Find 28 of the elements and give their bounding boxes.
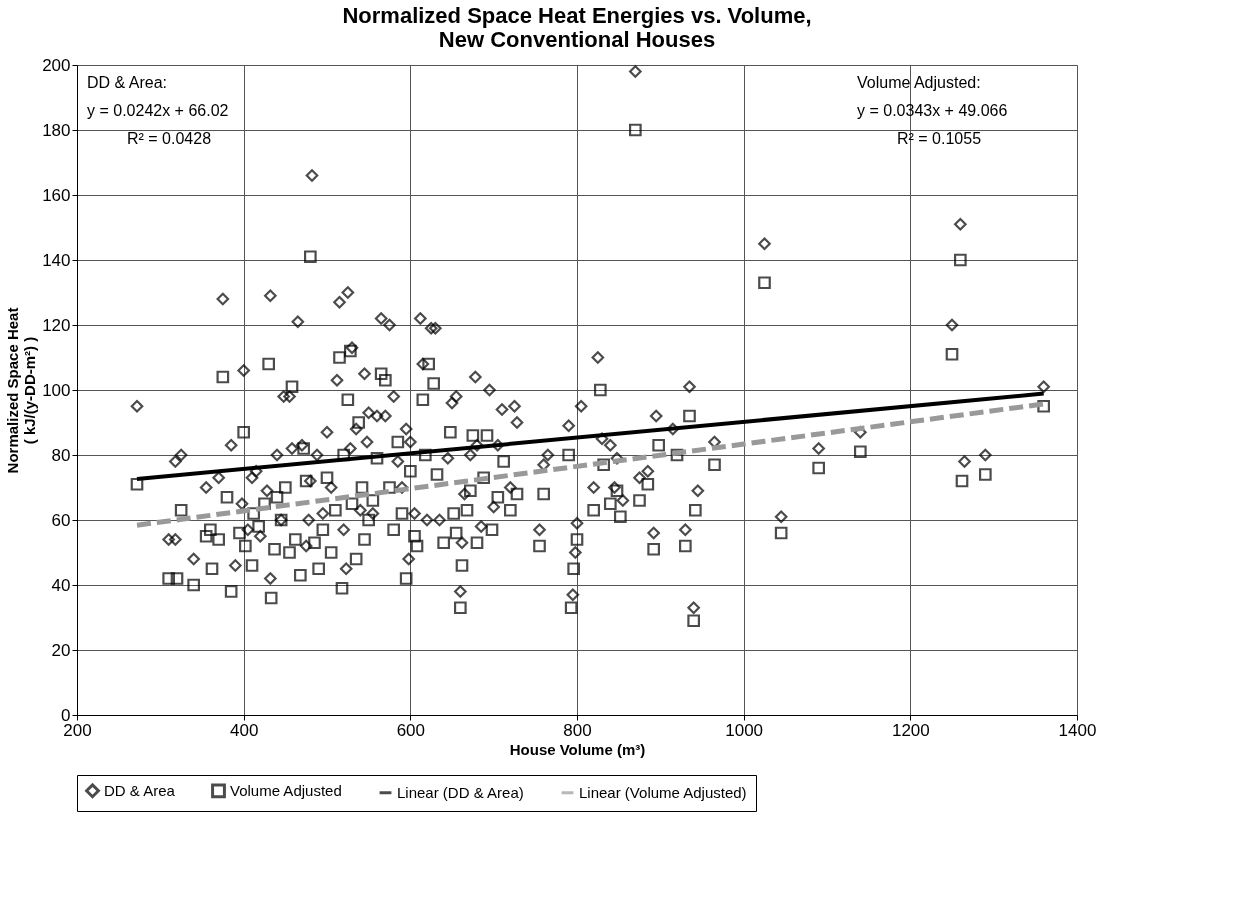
x-axis-title: House Volume (m³) — [509, 740, 646, 758]
annotation: DD & Area: — [87, 74, 168, 91]
y-tick-label: 160 — [42, 185, 71, 205]
x-tick-label: 600 — [396, 720, 426, 740]
x-tick-label: 1000 — [725, 720, 764, 740]
y-tick-label: 200 — [42, 55, 71, 75]
y-tick-label: 180 — [42, 120, 71, 140]
annotation: y = 0.0242x + 66.02 — [87, 102, 229, 119]
y-tick-label: 0 — [61, 705, 71, 725]
y-axis-title: Normalized Space Heat ( kJ/(y-DD-m²) ) — [4, 307, 39, 474]
legend-label: Linear (DD & Area) — [397, 783, 524, 801]
y-tick-label: 100 — [42, 380, 71, 400]
y-tick-label: 120 — [42, 315, 71, 335]
x-tick-label: 400 — [229, 720, 259, 740]
legend-label: Volume Adjusted — [230, 781, 342, 799]
annotation: R² = 0.0428 — [127, 130, 212, 147]
legend-label: DD & Area — [104, 781, 176, 799]
legend-label: Linear (Volume Adjusted) — [579, 783, 747, 801]
y-tick-label: 40 — [51, 575, 71, 595]
x-tick-label: 1400 — [1058, 720, 1097, 740]
y-tick-label: 20 — [51, 640, 71, 660]
y-tick-label: 60 — [51, 510, 71, 530]
y-tick-label: 80 — [51, 445, 71, 465]
y-tick-label: 140 — [42, 250, 71, 270]
annotation: Volume Adjusted: — [857, 74, 981, 91]
chart-title: Normalized Space Heat Energies vs. Volume, New Conventional Houses — [342, 3, 812, 52]
x-tick-label: 800 — [563, 720, 592, 740]
x-tick-label: 1200 — [891, 720, 930, 740]
